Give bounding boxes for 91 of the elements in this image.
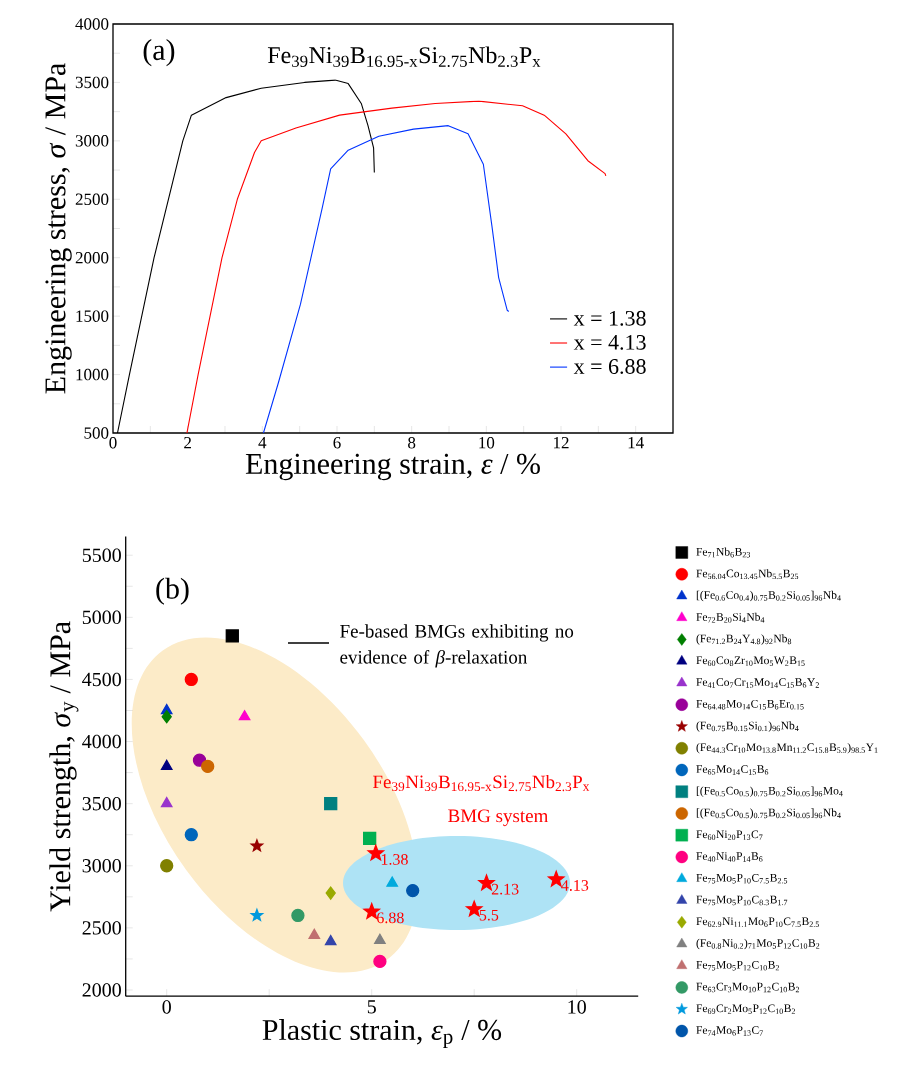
- text: (Fe$_{0.75}$B$_{0.15}$Si$_{0.1}$)$_{96}$Nb$_{4}$: [696, 721, 799, 732]
- text: Fe$_{63}$Cr$_{3}$Mo$_{10}$P$_{12}$C$_{10}$B$_{2}$: [696, 982, 800, 993]
- y-tick-label: 2500: [75, 193, 109, 206]
- annotation: (b): [156, 577, 189, 605]
- point: [373, 954, 387, 969]
- x-tick-label: 10: [568, 1000, 586, 1014]
- annotation: 5.5: [479, 909, 499, 921]
- annotation: 6.88: [377, 912, 404, 924]
- y-tick-label: 2000: [82, 983, 121, 997]
- x-axis-title: Engineering strain, ε / %: [245, 453, 540, 481]
- text: Fe$_{69}$Cr$_{2}$Mo$_{5}$P$_{12}$C$_{10}$B$_{2}$: [696, 1004, 795, 1014]
- y-tick-label: 5500: [82, 548, 121, 562]
- legend-label: x = 4.13: [573, 334, 646, 350]
- y-tick-label: 4500: [82, 672, 121, 687]
- point: [225, 629, 239, 643]
- y-tick-label: 4000: [75, 18, 109, 30]
- legend-label: Fe$_{65}$Mo$_{14}$C$_{15}$B$_{6}$: [696, 765, 769, 775]
- y-tick-label: 2000: [75, 251, 109, 264]
- x-tick-label: 8: [408, 436, 416, 449]
- legend-label: x = 6.88: [573, 359, 646, 374]
- y-tick-label: 4000: [82, 734, 121, 749]
- text: Fe$_{41}$Co$_{7}$Cr$_{15}$Mo$_{14}$C$_{15}$B$_{6}$Y$_{2}$: [696, 678, 819, 688]
- text: (Fe$_{71.2}$B$_{24}$Y$_{4.8}$)$_{92}$Nb$_{8}$: [696, 634, 792, 645]
- legend-label: Fe$_{72}$B$_{20}$Si$_{4}$Nb$_{4}$: [696, 612, 765, 623]
- legend-label: Fe$_{40}$Ni$_{40}$P$_{14}$B$_{6}$: [696, 852, 763, 862]
- point: [160, 797, 173, 808]
- point: [160, 859, 174, 873]
- chart-title: Fe$_{39}$Ni$_{39}$B$_{16.95-x}$Si$_{2.75}$Nb$_{2.3}$P$_{x}$: [267, 46, 541, 68]
- y-axis-title: Yield strength, σ$_{y}$ / MPa: [49, 621, 79, 912]
- point: [324, 797, 338, 811]
- text: [(Fe$_{0.5}$Co$_{0.5}$)$_{0.75}$B$_{0.2}$Si$_{0.05}$]$_{96}$Mo$_{4}$: [696, 786, 843, 797]
- text: Fe$_{62.9}$Ni$_{11.1}$Mo$_{6}$P$_{10}$C$_{7.5}$B$_{2.5}$: [696, 917, 819, 927]
- annotation: Fe-based BMGs exhibiting no evidence of β-relaxation: [340, 624, 574, 668]
- point: [238, 710, 251, 721]
- y-tick-label: 3000: [82, 859, 121, 873]
- y-tick-label: 500: [84, 427, 109, 439]
- x-axis-title: Plastic strain, ε$_{p}$ / %: [262, 1018, 502, 1049]
- y-tick-label: 1000: [76, 368, 109, 381]
- point: [201, 759, 215, 774]
- text: Fe$_{39}$Ni$_{39}$B$_{16.95-x}$Si$_{2.75}$Nb$_{2.3}$P$_{x}$: [372, 774, 590, 792]
- y-tick-label: 3500: [82, 796, 121, 811]
- y-tick-label: 3000: [75, 135, 109, 147]
- text: Fe$_{60}$Co$_{8}$Zr$_{10}$Mo$_{5}$W$_{2}$B$_{15}$: [696, 656, 805, 666]
- point: [406, 883, 420, 898]
- y-axis-title: Engineering stress, σ / MPa: [45, 63, 72, 394]
- point: [250, 908, 264, 921]
- text: (Fe$_{0.8}$Ni$_{0.2}$)$_{71}$Mo$_{5}$P$_{12}$C$_{10}$B$_{2}$: [696, 938, 820, 950]
- x-tick-label: 12: [553, 436, 569, 449]
- y-tick-label: 2500: [82, 921, 121, 935]
- x-tick-label: 4: [258, 436, 267, 449]
- x-tick-label: 10: [479, 436, 495, 449]
- point: [386, 876, 399, 887]
- x-tick-label: 14: [628, 436, 644, 449]
- text: [(Fe$_{0.6}$Co$_{0.4}$)$_{0.75}$B$_{0.2}$Si$_{0.05}$]$_{96}$Nb$_{4}$: [696, 590, 841, 602]
- point: [161, 710, 172, 724]
- point: [184, 672, 198, 687]
- point: [308, 928, 321, 939]
- line-series: [262, 125, 510, 433]
- annotation: 1.38: [381, 854, 408, 865]
- point: [324, 934, 337, 946]
- point: [325, 886, 336, 900]
- legend-label: Fe$_{71}$Nb$_{6}$B$_{23}$: [696, 547, 751, 558]
- annotation: (a): [143, 39, 175, 67]
- text: (Fe$_{44.3}$Cr$_{10}$Mo$_{13.8}$Mn$_{11.2}$C$_{15.8}$B$_{5.9}$)$_{98.5}$Y$_{1}$: [696, 742, 878, 754]
- point: [250, 839, 264, 852]
- annotation: 2.13: [491, 883, 519, 895]
- text: Fe$_{64.48}$Mo$_{14}$C$_{15}$B$_{6}$Er$_{0.15}$: [696, 699, 804, 710]
- point: [363, 831, 377, 846]
- annotation: 4.13: [561, 880, 589, 891]
- y-tick-label: 5000: [82, 610, 121, 625]
- legend-label: Fe$_{74}$Mo$_{6}$P$_{13}$C$_{7}$: [696, 1026, 763, 1036]
- text: Fe$_{75}$Mo$_{5}$P$_{10}$C$_{7.5}$B$_{2.5}$: [696, 873, 788, 884]
- y-tick-label: 1500: [76, 310, 109, 322]
- x-tick-label: 0: [109, 436, 117, 449]
- legend-label: x = 1.38: [573, 310, 646, 326]
- y-tick-label: 3500: [75, 76, 109, 89]
- text: Fe$_{75}$Mo$_{5}$P$_{12}$C$_{10}$B$_{2}$: [696, 960, 779, 971]
- annotation: BMG system: [448, 809, 549, 827]
- point: [374, 933, 386, 944]
- legend-label: Fe$_{60}$Ni$_{20}$P$_{13}$C$_{7}$: [696, 830, 763, 840]
- legend-label: Fe$_{56.04}$Co$_{13.45}$Nb$_{5.5}$B$_{25}$: [696, 569, 799, 580]
- x-tick-label: 5: [367, 1000, 376, 1014]
- line-series: [186, 100, 607, 433]
- point: [184, 828, 198, 842]
- point: [291, 908, 305, 923]
- x-tick-label: 2: [184, 436, 191, 449]
- x-tick-label: 6: [333, 436, 341, 449]
- text: Fe$_{75}$Mo$_{5}$P$_{10}$C$_{8.3}$B$_{1.7}$: [696, 895, 788, 906]
- x-tick-label: 0: [162, 1000, 171, 1014]
- point: [160, 759, 173, 771]
- text: [(Fe$_{0.5}$Co$_{0.5}$)$_{0.75}$B$_{0.2}$Si$_{0.05}$]$_{96}$Nb$_{4}$: [696, 808, 841, 819]
